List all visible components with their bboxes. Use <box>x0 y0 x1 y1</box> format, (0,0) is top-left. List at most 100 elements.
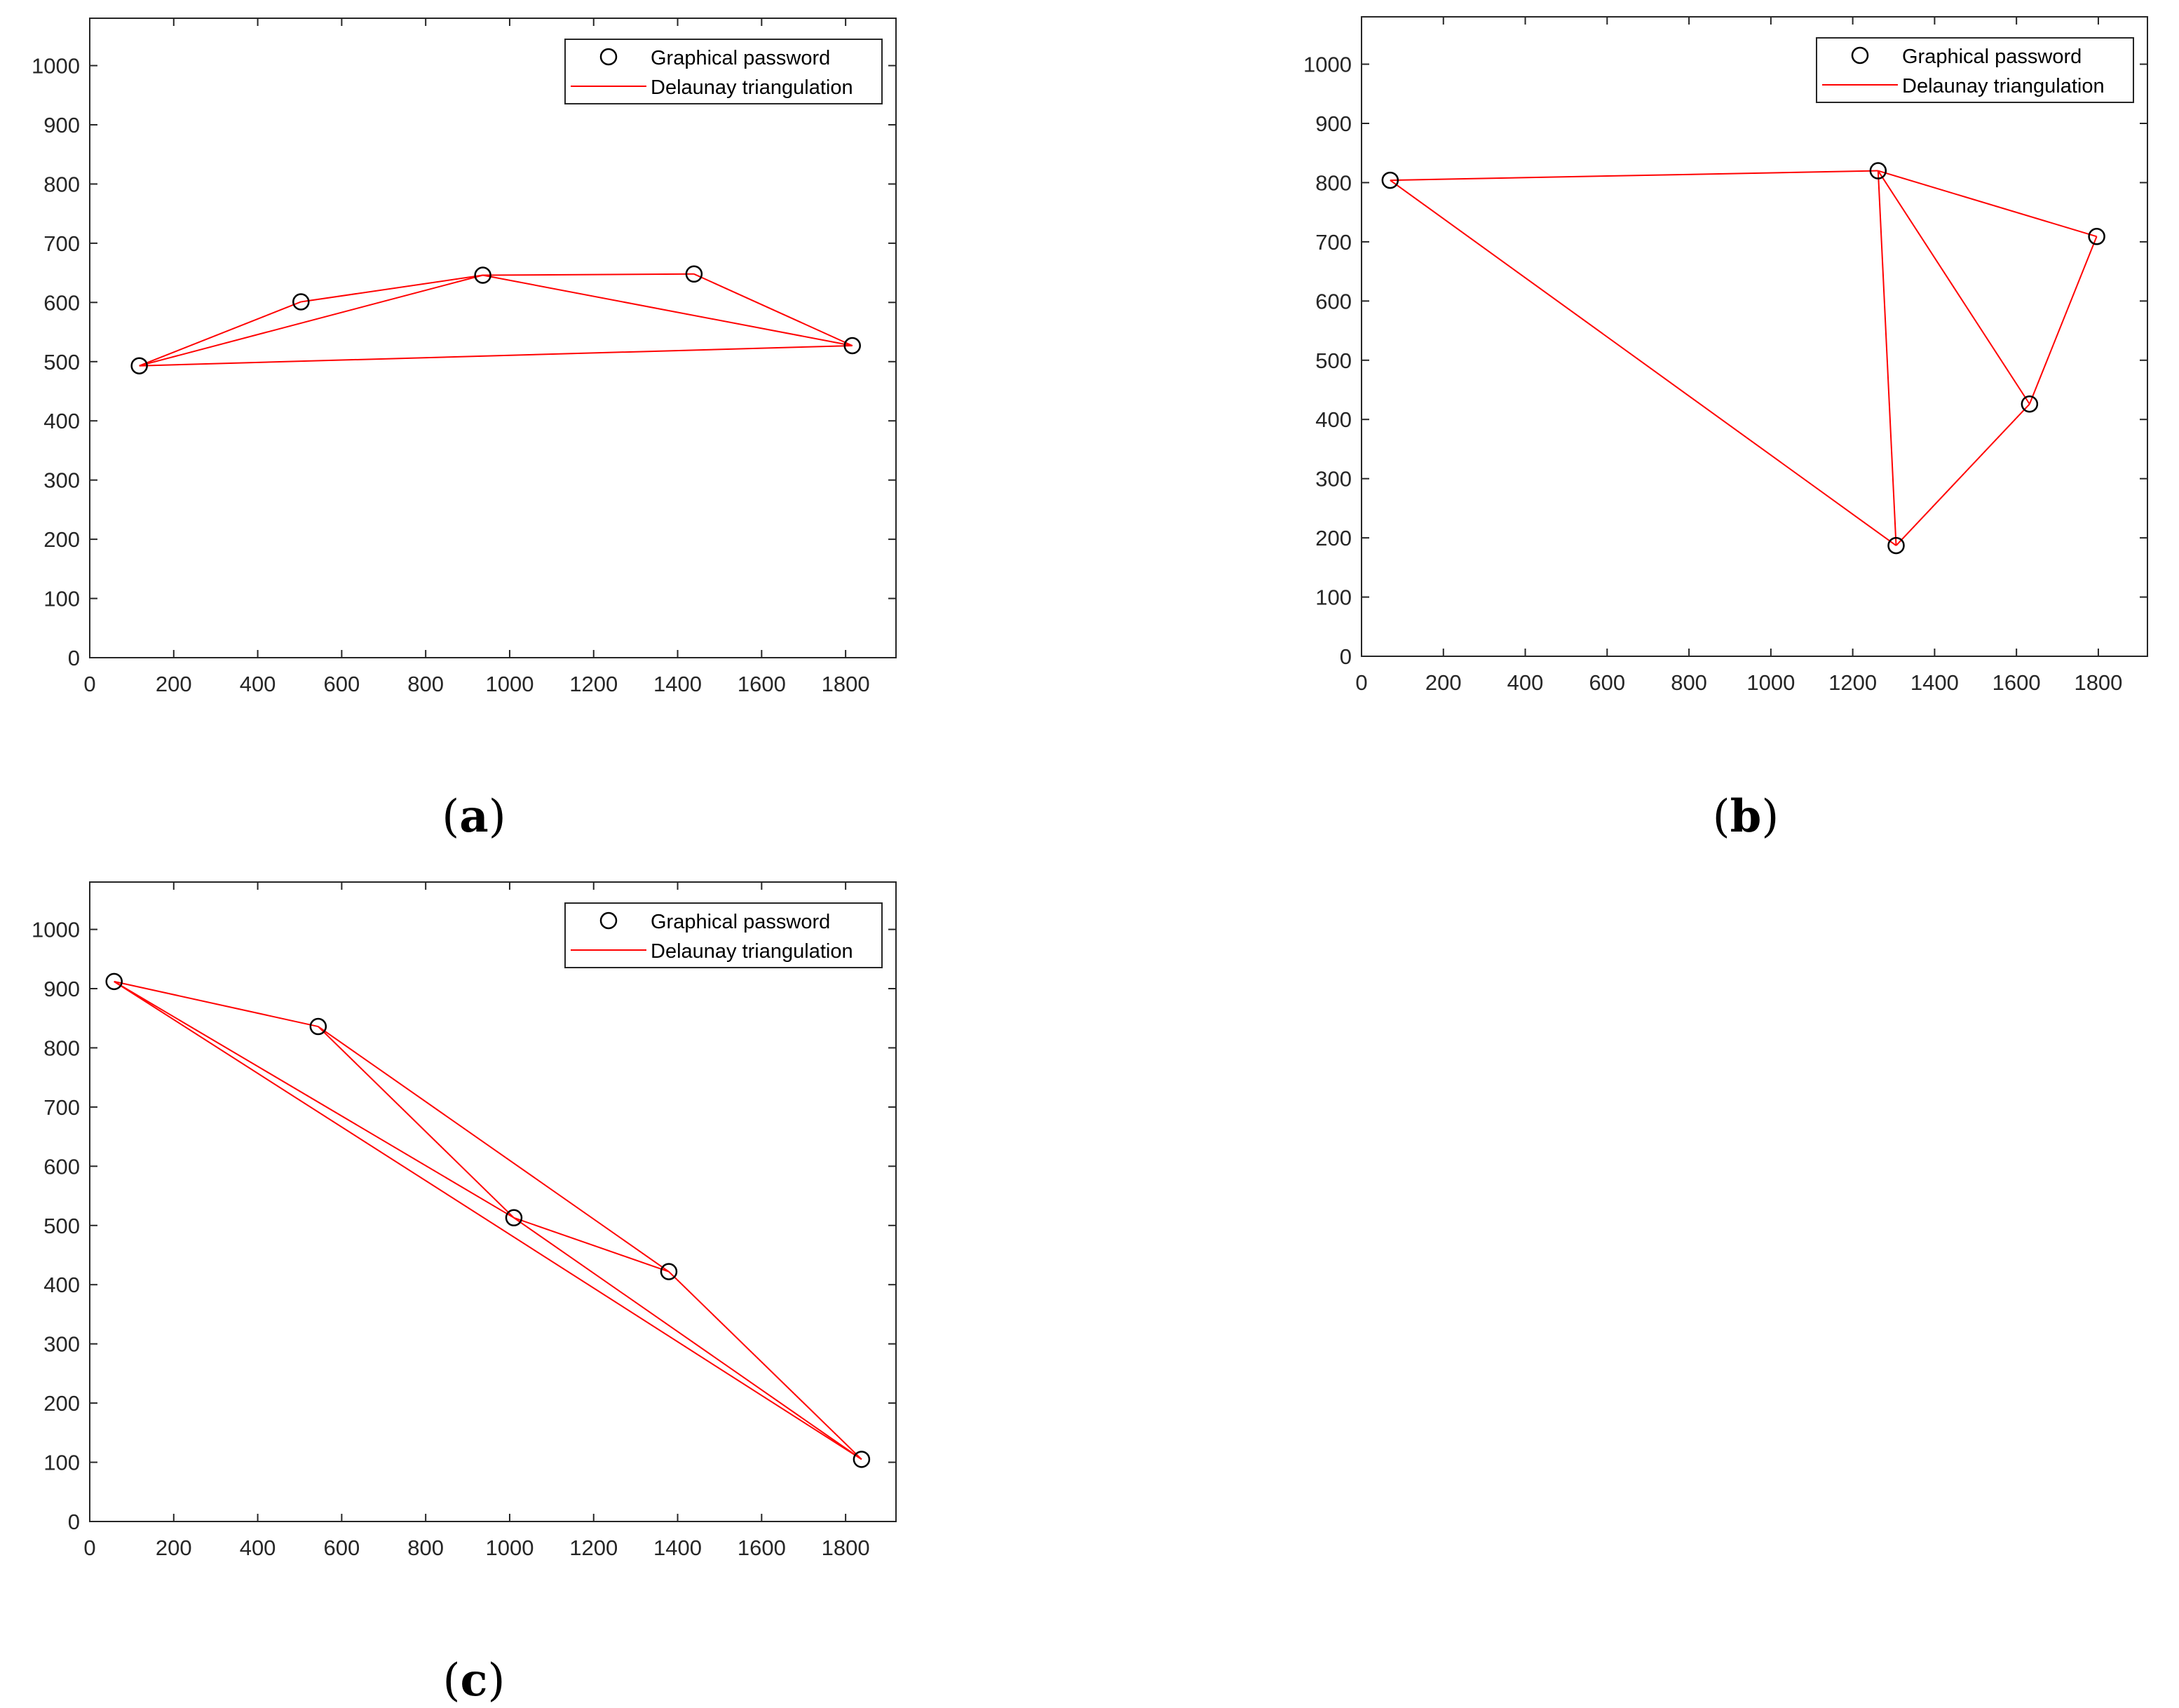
x-tick-label: 1400 <box>653 1536 702 1560</box>
triangulation-edge <box>1390 179 1897 546</box>
triangulation-edge <box>318 1026 670 1273</box>
legend-label-graphical-password: Graphical password <box>651 47 830 69</box>
legend: Graphical password Delaunay triangulation <box>564 902 883 968</box>
password-point <box>309 1017 327 1036</box>
y-tick-label: 600 <box>43 1154 80 1179</box>
y-tick-label: 0 <box>68 646 80 670</box>
x-tick-label: 1400 <box>653 672 702 696</box>
x-tick-label: 1200 <box>1828 670 1877 695</box>
y-tick-label: 300 <box>1315 467 1352 492</box>
x-tick-label: 600 <box>324 1536 360 1560</box>
triangulation-edge <box>114 980 319 1028</box>
password-point <box>660 1263 678 1280</box>
x-tick-label: 1000 <box>485 1536 534 1560</box>
y-tick-label: 100 <box>1315 585 1352 610</box>
password-point <box>292 293 310 311</box>
y-tick-label: 700 <box>43 1095 80 1120</box>
x-tick-label: 800 <box>1671 670 1707 695</box>
caption-letter: b <box>1730 790 1762 843</box>
subfigure-caption: (c) <box>443 1654 505 1707</box>
y-tick-label: 1000 <box>1303 53 1352 77</box>
triangulation-edge <box>1895 403 2030 546</box>
triangulation-edge <box>693 273 853 346</box>
x-tick-label: 0 <box>83 672 95 696</box>
x-tick-label: 800 <box>407 672 444 696</box>
legend-label-graphical-password: Graphical password <box>1902 46 2082 68</box>
password-point <box>685 265 703 283</box>
password-point <box>2021 395 2039 413</box>
password-point <box>1869 162 1887 179</box>
triangulation-edge <box>1877 170 2030 405</box>
y-tick-label: 700 <box>43 231 80 256</box>
y-tick-label: 800 <box>43 172 80 196</box>
legend: Graphical password Delaunay triangulation <box>1816 37 2134 103</box>
y-tick-label: 500 <box>43 350 80 374</box>
x-tick-label: 800 <box>407 1536 444 1560</box>
y-tick-label: 300 <box>43 468 80 493</box>
subfigure-caption: (b) <box>1713 790 1779 843</box>
y-tick-label: 600 <box>43 290 80 315</box>
chart-panel-b: 0 200 400 600 800 1000 1200 1400 1600 1800 0 100 200… <box>1303 16 2148 843</box>
password-point <box>130 357 148 374</box>
triangulation-edge <box>139 344 853 367</box>
legend-box <box>564 39 883 104</box>
password-point <box>505 1209 523 1227</box>
x-tick-label: 600 <box>324 672 360 696</box>
y-tick-label: 900 <box>43 113 80 137</box>
password-point <box>853 1451 871 1468</box>
x-tick-label: 1200 <box>569 1536 618 1560</box>
caption-close-paren: ) <box>489 791 506 843</box>
x-tick-label: 1800 <box>822 1536 870 1560</box>
legend-circle-icon <box>599 48 618 66</box>
caption-open-paren: ( <box>442 791 459 843</box>
x-tick-label: 200 <box>156 1536 192 1560</box>
y-tick-label: 500 <box>43 1214 80 1238</box>
y-tick-label: 0 <box>1340 644 1352 669</box>
y-tick-label: 800 <box>1315 170 1352 195</box>
axes-box <box>89 18 897 658</box>
y-tick-label: 100 <box>43 1451 80 1475</box>
caption-letter: a <box>459 790 488 843</box>
caption-open-paren: ( <box>1713 791 1730 843</box>
y-tick-label: 400 <box>43 409 80 433</box>
legend-label-delaunay: Delaunay triangulation <box>1902 75 2105 97</box>
x-tick-label: 1600 <box>738 1536 786 1560</box>
caption-close-paren: ) <box>487 1655 505 1707</box>
y-tick-label: 300 <box>43 1332 80 1357</box>
y-tick-label: 1000 <box>32 54 80 79</box>
y-tick-label: 200 <box>1315 526 1352 550</box>
caption-close-paren: ) <box>1761 791 1779 843</box>
x-tick-label: 0 <box>83 1536 95 1560</box>
x-tick-label: 200 <box>156 672 192 696</box>
y-tick-label: 1000 <box>32 918 80 942</box>
y-tick-label: 900 <box>43 977 80 1001</box>
triangulation-edge <box>1390 170 1878 182</box>
caption-letter: c <box>461 1654 488 1707</box>
x-tick-label: 1200 <box>569 672 618 696</box>
legend-circle-icon <box>599 911 618 930</box>
y-tick-label: 500 <box>1315 348 1352 373</box>
axes-box <box>1361 16 2148 657</box>
triangulation-edge <box>1878 170 2097 238</box>
password-point <box>1887 536 1905 555</box>
x-tick-label: 1400 <box>1910 670 1959 695</box>
legend-box <box>1816 37 2134 103</box>
triangulation-edge <box>114 981 515 1219</box>
y-tick-label: 600 <box>1315 289 1352 313</box>
legend-label-delaunay: Delaunay triangulation <box>651 76 853 99</box>
triangulation-edge <box>1877 170 1897 546</box>
password-point <box>474 266 491 284</box>
password-point <box>843 337 861 355</box>
triangulation-edge <box>139 301 301 367</box>
x-tick-label: 200 <box>1425 670 1462 695</box>
legend-box <box>564 902 883 968</box>
triangulation-edge <box>668 1270 862 1460</box>
y-tick-label: 400 <box>1315 407 1352 432</box>
triangulation-edge <box>318 1026 515 1219</box>
x-tick-label: 1000 <box>1746 670 1795 695</box>
subfigure-caption: (a) <box>442 790 505 843</box>
y-tick-label: 800 <box>43 1036 80 1060</box>
legend: Graphical password Delaunay triangulation <box>564 39 883 104</box>
x-tick-label: 1000 <box>485 672 534 696</box>
